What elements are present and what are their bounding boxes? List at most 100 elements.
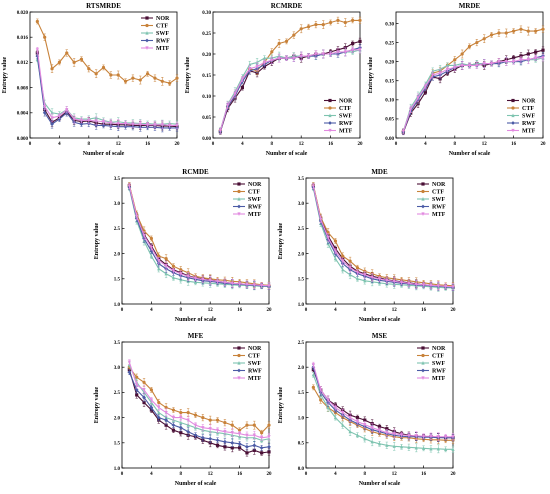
data-point [401, 129, 405, 134]
data-point [240, 86, 244, 90]
data-point [146, 123, 150, 127]
data-point [422, 434, 426, 439]
data-point [333, 239, 337, 243]
legend-label: SWF [248, 197, 261, 203]
legend-label: SWF [339, 114, 352, 120]
legend-marker [237, 346, 241, 350]
x-tick-label: 20 [451, 472, 457, 477]
data-point [230, 423, 234, 427]
x-tick-label: 8 [271, 142, 274, 147]
data-point [164, 271, 168, 276]
legend-label: SWF [156, 31, 169, 37]
data-point [94, 72, 98, 76]
legend-marker [421, 212, 425, 216]
x-tick-label: 20 [541, 142, 547, 147]
data-point [326, 235, 330, 240]
data-point [226, 103, 230, 108]
chart-svg: MRDE 0 4 8 12 16 20 0.00 0.05 0.10 0.15 0.20 0.25 0.3… [368, 2, 547, 157]
y-tick-label: 1.5 [114, 442, 121, 447]
y-tick-label: 2.0 [298, 366, 305, 371]
series-line [312, 187, 453, 289]
x-tick-label: 16 [511, 142, 516, 147]
data-point [79, 118, 84, 123]
data-point [72, 117, 76, 122]
data-point [245, 423, 249, 427]
data-point [377, 277, 382, 281]
x-tick-label: 0 [121, 472, 124, 477]
data-point [358, 39, 362, 43]
y-axis-label: Entropy value [94, 386, 100, 423]
y-axis-label: Entropy value [278, 222, 284, 259]
x-tick-label: 4 [334, 308, 337, 313]
legend-label: MTF [248, 212, 262, 218]
series-mtf [127, 359, 271, 441]
data-point [230, 440, 235, 445]
legend-label: CTF [432, 354, 444, 360]
data-point [149, 254, 153, 258]
x-axis-label: Number of scale [359, 481, 401, 487]
legend-marker [511, 113, 515, 118]
data-point [208, 418, 212, 422]
chart-rtsmrde: RTSMRDE 0 4 8 12 16 20 0.000 0.004 0.008 0.012 0.01… [0, 0, 183, 164]
data-point [193, 276, 198, 281]
legend-label: RWF [522, 121, 536, 127]
y-tick-label: 1.5 [114, 278, 121, 283]
data-point [171, 275, 176, 280]
legend-label: CTF [156, 24, 168, 30]
data-point [193, 413, 198, 417]
y-tick-label: 0.20 [202, 53, 211, 58]
data-point [512, 60, 516, 64]
data-point [409, 107, 413, 112]
data-point [65, 108, 69, 112]
data-point [414, 434, 418, 438]
data-point [260, 431, 264, 435]
data-point [248, 67, 252, 71]
data-point [363, 269, 367, 273]
data-point [526, 52, 530, 56]
x-tick-label: 4 [150, 308, 153, 313]
legend-marker [145, 23, 149, 28]
y-tick-label: 0.25 [385, 41, 394, 46]
y-tick-label: 3.0 [114, 202, 121, 207]
x-axis-label: Number of scale [266, 151, 308, 157]
x-tick-label: 0 [305, 472, 308, 477]
data-point [127, 360, 131, 365]
data-point [153, 123, 157, 127]
data-point [215, 279, 220, 284]
chart-svg: RCMDE 0 4 8 12 16 20 1.0 1.5 2.0 2.5 3.0 3.5 Number o… [94, 168, 272, 323]
data-point [370, 275, 374, 280]
data-point [519, 54, 523, 58]
data-point [193, 433, 198, 438]
data-point [164, 423, 168, 427]
y-tick-label: 0.20 [385, 60, 394, 65]
data-point [193, 280, 198, 284]
data-point [230, 446, 234, 450]
data-point [149, 249, 154, 253]
plot-frame [395, 11, 544, 139]
x-tick-label: 0 [395, 142, 398, 147]
x-axis-label: Number of scale [359, 317, 401, 323]
data-point [186, 418, 190, 423]
data-point [541, 27, 545, 31]
legend-label: SWF [432, 361, 445, 367]
series-line [402, 57, 543, 132]
y-tick-label: 0.30 [202, 11, 211, 16]
data-point [35, 19, 39, 24]
data-point [460, 52, 464, 56]
legend-marker [145, 31, 149, 35]
data-point [504, 60, 508, 64]
y-tick-label: 0.016 [17, 36, 29, 41]
y-tick-label: 0.00 [202, 137, 211, 142]
legend-label: NOR [432, 182, 446, 188]
legend-marker [145, 46, 149, 50]
legend-marker [421, 361, 425, 365]
data-point [79, 122, 84, 127]
data-point [149, 388, 153, 392]
data-point [336, 50, 340, 54]
series-mtf [218, 46, 362, 134]
legend-marker [237, 376, 241, 380]
data-point [377, 441, 382, 446]
chart-title: RTSMRDE [86, 2, 121, 10]
x-tick-label: 12 [208, 308, 214, 313]
